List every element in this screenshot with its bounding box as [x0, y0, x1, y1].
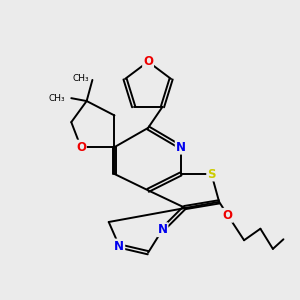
- Text: O: O: [143, 55, 153, 68]
- Text: N: N: [176, 141, 186, 154]
- Text: O: O: [223, 209, 233, 222]
- Text: CH₃: CH₃: [73, 74, 89, 83]
- Text: S: S: [207, 167, 216, 181]
- Text: CH₃: CH₃: [48, 94, 65, 103]
- Text: O: O: [76, 141, 86, 154]
- Text: N: N: [158, 223, 167, 236]
- Text: N: N: [114, 239, 124, 253]
